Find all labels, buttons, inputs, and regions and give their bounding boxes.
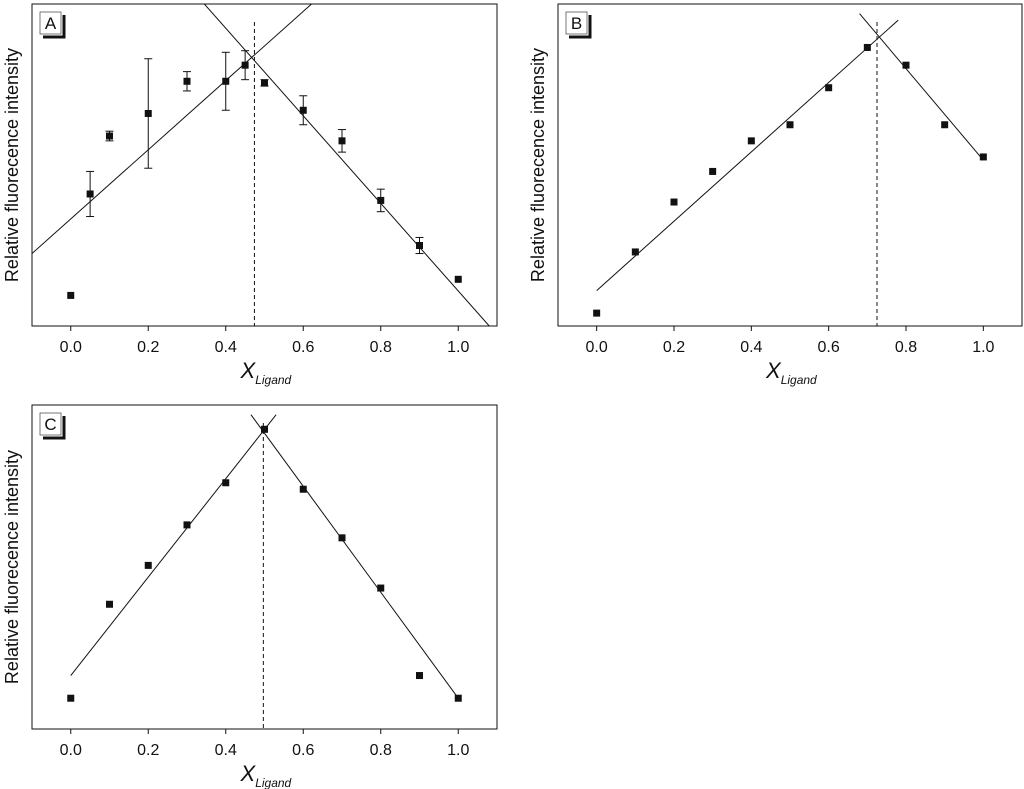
chart-b-frame <box>557 3 1023 327</box>
chart-b-data-point <box>863 43 871 51</box>
chart-a-data-point <box>261 79 268 87</box>
chart-a-plot-area <box>32 4 490 326</box>
chart-b-xlabel: XLigand <box>765 358 817 387</box>
chart-a-panel-label: A <box>45 14 57 33</box>
chart-a-data-point <box>183 77 191 85</box>
chart-b-data-point <box>902 61 910 69</box>
chart-a-data-point <box>241 61 249 69</box>
chart-a-data-point <box>67 291 75 299</box>
panel-b: 0.0 0.2 0.4 0.6 0.8 1.0 Relative fluorecence i… <box>528 3 1023 387</box>
chart-c-data-point <box>183 521 191 529</box>
chart-a-xtick-label: 0.2 <box>137 339 159 356</box>
chart-a-label-box <box>39 11 62 35</box>
chart-a-data-point <box>86 190 94 198</box>
chart-a-data-point <box>454 275 462 283</box>
chart-c-xtick-label: 0.2 <box>137 742 159 759</box>
chart-a-xlabel-symbol: X <box>240 358 257 383</box>
chart-a-xtick-label: 1.0 <box>447 339 469 356</box>
chart-a-xtick-label: 0.0 <box>60 339 82 356</box>
chart-c-fit-line <box>70 414 277 676</box>
chart-b-label-shadow <box>569 15 592 39</box>
chart-a-data-point <box>338 137 346 145</box>
chart-b-label-box <box>565 11 588 35</box>
chart-a-xtick-label: 0.6 <box>292 339 314 356</box>
chart-a-xtick-label: 0.4 <box>215 339 237 356</box>
chart-b-panel-label: B <box>571 14 582 33</box>
chart-a-data-point <box>222 77 230 85</box>
chart-a-frame <box>31 3 498 327</box>
chart-b-xtick-label: 0.6 <box>818 339 840 356</box>
chart-b-plot-area <box>593 13 987 326</box>
chart-a-xlabel-subscript: Ligand <box>255 373 291 387</box>
chart-b-data-point <box>786 121 794 129</box>
chart-c-data-point <box>454 694 462 702</box>
chart-b-xlabel-symbol: X <box>765 358 782 383</box>
chart-c-xtick-label: 0.0 <box>60 742 82 759</box>
chart-b-xtick-label: 1.0 <box>972 339 994 356</box>
chart-c-plot-area <box>67 414 462 729</box>
chart-a-fit-line <box>203 4 490 326</box>
chart-c-data-point <box>261 425 268 433</box>
chart-a-xlabel: XLigand <box>240 358 292 387</box>
chart-b-data-point <box>747 137 755 145</box>
chart-c-xtick-label: 0.4 <box>215 742 237 759</box>
chart-a-data-point <box>377 196 385 204</box>
chart-c-xtick-label: 0.6 <box>292 742 314 759</box>
chart-c-label-box <box>39 412 62 436</box>
chart-c-data-point <box>106 600 113 608</box>
chart-c-xtick-label: 1.0 <box>447 742 469 759</box>
chart-a-label-shadow <box>43 15 66 39</box>
chart-c-xlabel: XLigand <box>240 761 292 789</box>
chart-c-label-shadow <box>43 416 66 440</box>
chart-b-data-point <box>825 84 833 92</box>
chart-c-xtick-label: 0.8 <box>370 742 392 759</box>
chart-c-data-point <box>416 672 423 680</box>
chart-b-data-point <box>631 248 639 256</box>
chart-a-data-point <box>144 109 152 117</box>
chart-c-xlabel-symbol: X <box>240 761 257 786</box>
chart-a-data-point <box>299 106 307 114</box>
chart-c-data-point <box>299 485 307 493</box>
chart-b-xtick-label: 0.8 <box>895 339 917 356</box>
chart-a-xtick-label: 0.8 <box>370 339 392 356</box>
chart-b-data-point <box>709 167 717 175</box>
chart-b-xtick-label: 0.0 <box>586 339 608 356</box>
chart-b-data-point <box>670 198 678 206</box>
chart-c-data-point <box>338 534 346 542</box>
chart-b-fit-line <box>859 13 984 161</box>
chart-a-data-point <box>416 242 423 249</box>
chart-c-panel-label: C <box>44 415 56 434</box>
chart-b-ylabel: Relative fluorecence intensity <box>528 48 548 282</box>
chart-c-xlabel-subscript: Ligand <box>255 776 291 789</box>
chart-b-data-point <box>593 309 601 317</box>
chart-c-data-point <box>222 479 230 487</box>
chart-b-fit-line <box>596 19 899 291</box>
chart-c-ylabel: Relative fluorecence intensity <box>2 450 22 684</box>
panel-a: 0.0 0.2 0.4 0.6 0.8 1.0 Relative fluorecence i… <box>2 3 498 387</box>
chart-c-data-point <box>67 694 75 702</box>
chart-b-data-point <box>979 153 987 161</box>
chart-a-fit-line <box>32 4 313 254</box>
chart-c-data-point <box>144 561 152 569</box>
chart-c-fit-line <box>250 414 459 699</box>
chart-b-xtick-label: 0.2 <box>663 339 685 356</box>
chart-b-xlabel-subscript: Ligand <box>781 373 817 387</box>
chart-a-data-point <box>106 132 113 140</box>
panel-c: 0.0 0.2 0.4 0.6 0.8 1.0 Relative fluorecence i… <box>2 404 498 789</box>
chart-c-frame <box>31 404 498 730</box>
chart-c-data-point <box>377 584 385 592</box>
chart-b-data-point <box>941 121 949 129</box>
chart-b-xtick-label: 0.4 <box>740 339 762 356</box>
chart-a-ylabel: Relative fluorecence intensity <box>2 48 22 282</box>
